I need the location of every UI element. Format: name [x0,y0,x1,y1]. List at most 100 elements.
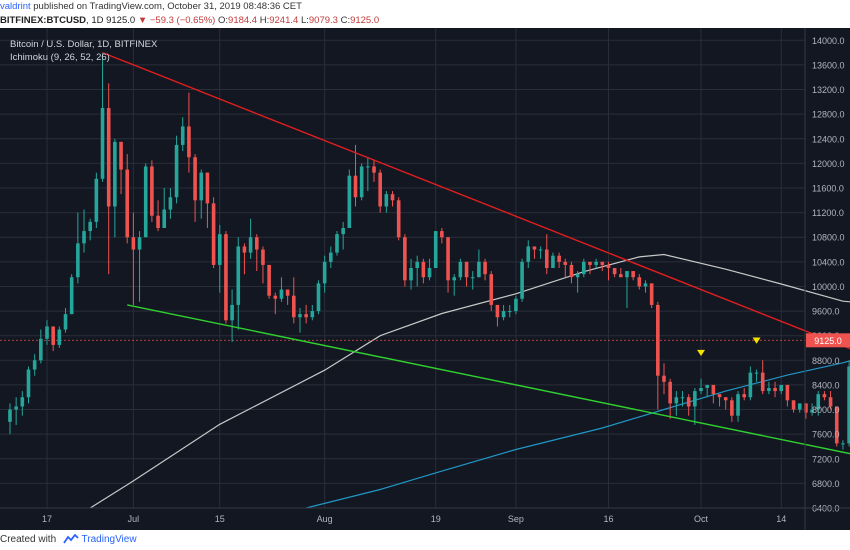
candle-body [421,261,426,278]
candle-body [711,384,716,395]
candle [378,169,382,213]
candle-body [384,194,389,207]
candle [390,191,395,207]
candle-body [156,215,160,228]
candle-body [557,255,561,262]
candle [131,212,136,305]
candle-body [828,397,833,407]
author-link[interactable]: valdrint [0,1,31,12]
y-tick-label: 9600.0 [812,307,840,317]
candle [785,384,790,407]
ichimoku-line [305,360,850,509]
candle-body [285,289,290,296]
candle [279,277,284,302]
candle [649,283,654,308]
tradingview-logo-icon [63,534,79,544]
candle-body [199,172,204,201]
candle-body [32,360,37,370]
candle-body [656,304,660,376]
candle-body [699,388,703,392]
candle [261,246,265,284]
candle-body [211,203,216,265]
candle-body [507,311,512,313]
chart-title: Bitcoin / U.S. Dollar, 1D, BITFINEX [10,39,158,50]
candle [45,320,49,345]
candle-body [600,261,605,265]
candle-body [51,326,55,345]
candle-body [137,237,142,250]
x-tick-label: 14 [776,514,786,524]
candle [656,301,660,410]
candle [575,271,580,293]
candle [588,261,592,275]
candle-body [131,237,136,250]
candle [137,231,142,302]
publish-header: valdrint published on TradingView.com, O… [0,0,850,14]
candle [20,391,25,416]
candle [267,264,271,299]
candle-body [767,388,771,392]
upper-trendline [102,51,850,350]
candle-body [686,397,691,407]
candle-body [292,295,296,318]
candle-body [335,234,339,253]
candle [396,197,401,241]
candle-body [526,246,531,262]
last-price: 9125.0 [106,15,136,26]
candle-body [742,394,747,398]
candle-body [489,274,494,305]
current-price-label: 9125.0 [814,336,842,346]
candle [810,403,814,416]
x-tick-label: Aug [317,514,333,524]
candle-body [619,274,623,278]
candle-body [63,314,68,330]
publish-info: published on TradingView.com, October 31… [33,1,302,12]
candle-body [205,172,210,204]
candle [538,246,543,259]
open-value: 9184.4 [228,15,258,26]
symbol-name: BITFINEX:BTCUSD [0,15,87,26]
candle-body [606,264,611,268]
candle-body [773,388,777,392]
candle [329,246,333,268]
candle-body [298,314,302,318]
price-change: −59.3 (−0.65%) [149,15,216,26]
candle-body [575,274,580,278]
close-value: 9125.0 [350,15,380,26]
candle [594,258,598,268]
y-tick-label: 11200.0 [812,208,844,218]
axis-layer: 6400.06800.07200.07600.08000.08400.08800… [0,28,850,530]
candle-body [532,246,537,250]
candle-body [366,166,370,168]
candle-body [625,271,629,278]
candle [316,280,321,315]
candle [446,237,450,293]
candle-body [403,237,407,281]
y-tick-label: 10000.0 [812,282,845,292]
candle [834,406,839,447]
candle-body [841,443,845,445]
candle-body [76,243,80,278]
candle [532,246,537,259]
candle-body [427,268,432,278]
candle-body [569,264,574,278]
candle [359,163,364,201]
candle-body [810,409,814,413]
candle-body [304,314,308,318]
candle [569,261,574,284]
candle-body [477,261,481,278]
candle-body [495,304,500,318]
chart-area[interactable]: 6400.0 6800.0 7200.0 7600.0 8000.0 8400.0 8800… [0,28,850,530]
candle [760,360,765,395]
candle [224,231,228,324]
price-chart[interactable]: 6400.06800.07200.07600.08000.08400.08800… [0,28,850,530]
candle-body [39,338,43,361]
x-tick-label: 17 [42,514,52,524]
candle-body [409,268,413,281]
brand-link[interactable]: TradingView [81,534,137,545]
candle [797,403,802,413]
candle [489,271,494,312]
candle-body [544,249,549,268]
candle-body [353,175,358,198]
candle [57,326,62,348]
